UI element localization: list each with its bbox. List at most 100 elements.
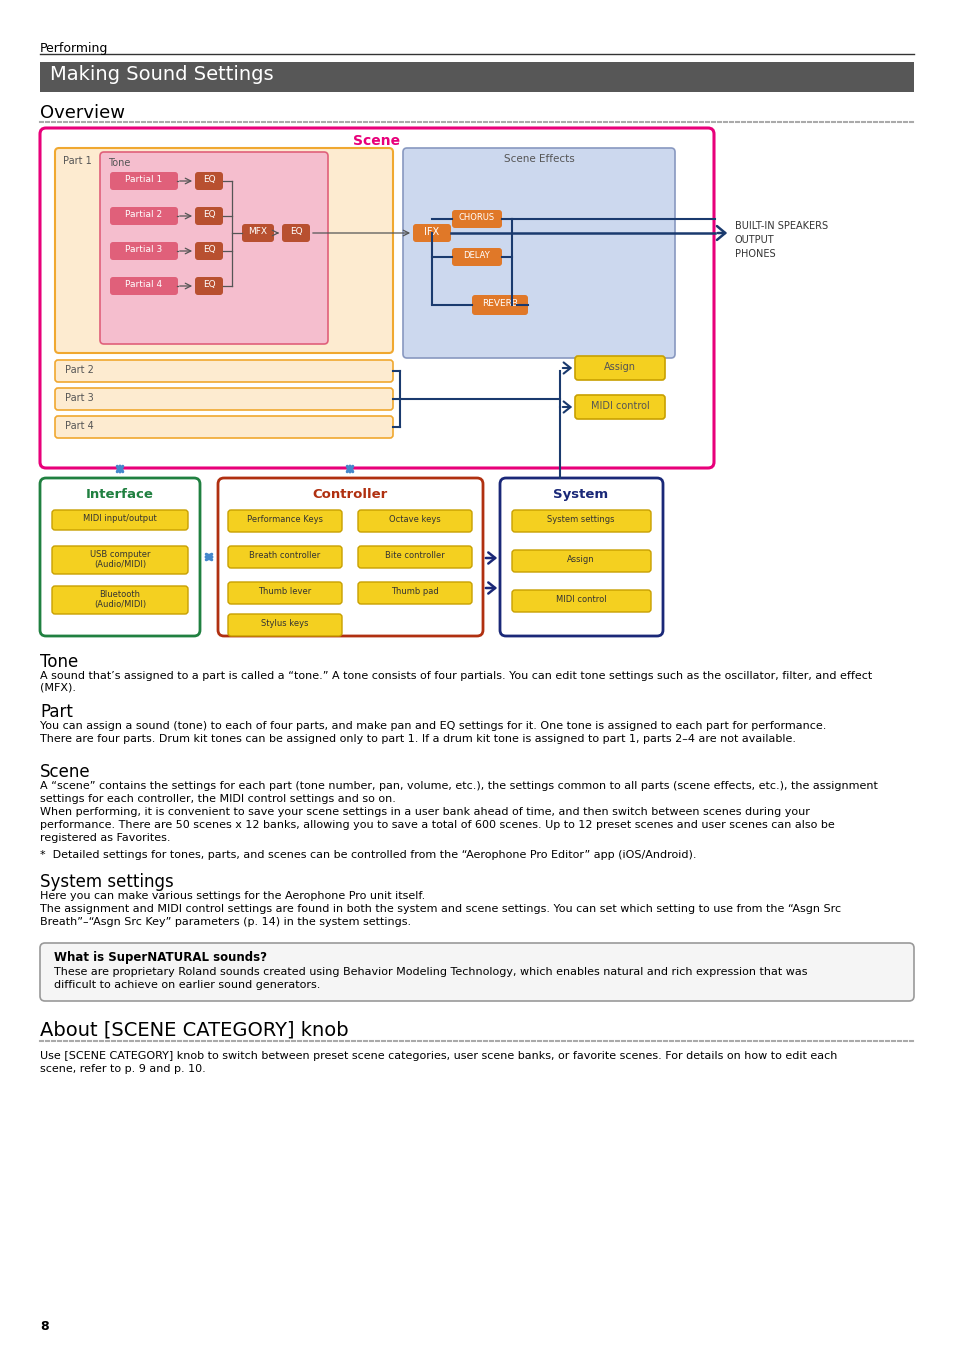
Text: You can assign a sound (tone) to each of four parts, and make pan and EQ setting: You can assign a sound (tone) to each of…: [40, 721, 825, 730]
FancyBboxPatch shape: [40, 944, 913, 1000]
Text: Stylus keys: Stylus keys: [261, 620, 309, 628]
FancyBboxPatch shape: [110, 171, 178, 190]
FancyBboxPatch shape: [512, 590, 650, 612]
FancyBboxPatch shape: [194, 171, 223, 190]
Text: These are proprietary Roland sounds created using Behavior Modeling Technology, : These are proprietary Roland sounds crea…: [54, 967, 806, 977]
FancyBboxPatch shape: [472, 296, 527, 315]
Text: A sound that’s assigned to a part is called a “tone.” A tone consists of four pa: A sound that’s assigned to a part is cal…: [40, 671, 871, 693]
Text: Scene Effects: Scene Effects: [503, 154, 574, 163]
Text: Breath”–“Asgn Src Key” parameters (p. 14) in the system settings.: Breath”–“Asgn Src Key” parameters (p. 14…: [40, 917, 411, 927]
Text: CHORUS: CHORUS: [458, 213, 495, 221]
FancyBboxPatch shape: [194, 242, 223, 261]
FancyBboxPatch shape: [228, 582, 341, 603]
FancyBboxPatch shape: [194, 277, 223, 296]
Text: Part 3: Part 3: [65, 393, 93, 404]
Text: Here you can make various settings for the Aerophone Pro unit itself.: Here you can make various settings for t…: [40, 891, 425, 900]
FancyBboxPatch shape: [575, 356, 664, 379]
Bar: [40, 62, 913, 92]
Text: *  Detailed settings for tones, parts, and scenes can be controlled from the “Ae: * Detailed settings for tones, parts, an…: [40, 850, 696, 860]
Text: performance. There are 50 scenes x 12 banks, allowing you to save a total of 600: performance. There are 50 scenes x 12 ba…: [40, 819, 834, 830]
FancyBboxPatch shape: [413, 224, 451, 242]
Text: PHONES: PHONES: [734, 248, 775, 259]
FancyBboxPatch shape: [282, 224, 310, 242]
FancyBboxPatch shape: [357, 510, 472, 532]
Text: Overview: Overview: [40, 104, 125, 122]
Text: MIDI control: MIDI control: [555, 595, 606, 603]
Text: IFX: IFX: [424, 227, 439, 238]
Text: Thumb pad: Thumb pad: [391, 587, 438, 595]
Text: Partial 4: Partial 4: [125, 279, 162, 289]
FancyBboxPatch shape: [40, 478, 200, 636]
FancyBboxPatch shape: [55, 148, 393, 352]
Text: Part 4: Part 4: [65, 421, 93, 431]
FancyBboxPatch shape: [218, 478, 482, 636]
Text: scene, refer to p. 9 and p. 10.: scene, refer to p. 9 and p. 10.: [40, 1064, 206, 1075]
Text: Interface: Interface: [86, 487, 153, 501]
Text: Use [SCENE CATEGORY] knob to switch between preset scene categories, user scene : Use [SCENE CATEGORY] knob to switch betw…: [40, 1052, 837, 1061]
Text: System settings: System settings: [40, 873, 173, 891]
Text: Assign: Assign: [603, 362, 636, 373]
Text: Part 1: Part 1: [63, 157, 91, 166]
Text: Bluetooth
(Audio/MIDI): Bluetooth (Audio/MIDI): [93, 590, 146, 609]
Text: Assign: Assign: [567, 555, 594, 564]
FancyBboxPatch shape: [452, 211, 501, 228]
FancyBboxPatch shape: [52, 586, 188, 614]
Text: A “scene” contains the settings for each part (tone number, pan, volume, etc.), : A “scene” contains the settings for each…: [40, 782, 877, 791]
Text: About [SCENE CATEGORY] knob: About [SCENE CATEGORY] knob: [40, 1021, 348, 1040]
Text: Partial 3: Partial 3: [125, 244, 162, 254]
FancyBboxPatch shape: [110, 242, 178, 261]
Text: Making Sound Settings: Making Sound Settings: [50, 65, 274, 84]
FancyBboxPatch shape: [499, 478, 662, 636]
Text: MIDI control: MIDI control: [590, 401, 649, 410]
Text: MFX: MFX: [248, 227, 267, 236]
FancyBboxPatch shape: [110, 207, 178, 225]
Text: Breath controller: Breath controller: [249, 551, 320, 560]
FancyBboxPatch shape: [228, 510, 341, 532]
Text: difficult to achieve on earlier sound generators.: difficult to achieve on earlier sound ge…: [54, 980, 320, 990]
FancyBboxPatch shape: [512, 510, 650, 532]
FancyBboxPatch shape: [357, 582, 472, 603]
FancyBboxPatch shape: [55, 416, 393, 437]
Text: Performance Keys: Performance Keys: [247, 514, 323, 524]
FancyBboxPatch shape: [55, 360, 393, 382]
Text: USB computer
(Audio/MIDI): USB computer (Audio/MIDI): [90, 549, 150, 570]
Text: What is SuperNATURAL sounds?: What is SuperNATURAL sounds?: [54, 950, 267, 964]
Text: EQ: EQ: [202, 244, 215, 254]
Text: The assignment and MIDI control settings are found in both the system and scene : The assignment and MIDI control settings…: [40, 904, 841, 914]
FancyBboxPatch shape: [575, 396, 664, 418]
FancyBboxPatch shape: [55, 387, 393, 410]
Text: EQ: EQ: [202, 176, 215, 184]
Text: Part: Part: [40, 703, 72, 721]
Text: Performing: Performing: [40, 42, 109, 55]
Text: EQ: EQ: [202, 211, 215, 219]
FancyBboxPatch shape: [228, 614, 341, 636]
FancyBboxPatch shape: [52, 510, 188, 531]
Text: Thumb lever: Thumb lever: [258, 587, 312, 595]
Text: Tone: Tone: [108, 158, 131, 167]
Text: DELAY: DELAY: [463, 251, 490, 261]
Text: OUTPUT: OUTPUT: [734, 235, 774, 244]
Text: BUILT-IN SPEAKERS: BUILT-IN SPEAKERS: [734, 221, 827, 231]
Text: EQ: EQ: [202, 279, 215, 289]
FancyBboxPatch shape: [52, 545, 188, 574]
FancyBboxPatch shape: [512, 549, 650, 572]
Text: Controller: Controller: [312, 487, 387, 501]
Text: registered as Favorites.: registered as Favorites.: [40, 833, 171, 842]
Text: REVERB: REVERB: [481, 298, 517, 308]
Text: Scene: Scene: [40, 763, 91, 782]
Text: Octave keys: Octave keys: [389, 514, 440, 524]
Text: Tone: Tone: [40, 653, 78, 671]
Text: Partial 1: Partial 1: [125, 176, 162, 184]
Text: MIDI input/output: MIDI input/output: [83, 514, 156, 522]
Text: EQ: EQ: [290, 227, 302, 236]
FancyBboxPatch shape: [100, 153, 328, 344]
Text: There are four parts. Drum kit tones can be assigned only to part 1. If a drum k: There are four parts. Drum kit tones can…: [40, 734, 795, 744]
FancyBboxPatch shape: [452, 248, 501, 266]
Text: Part 2: Part 2: [65, 364, 93, 375]
Text: Bite controller: Bite controller: [385, 551, 444, 560]
Text: Scene: Scene: [353, 134, 400, 148]
FancyBboxPatch shape: [228, 545, 341, 568]
Text: System: System: [553, 487, 608, 501]
Text: When performing, it is convenient to save your scene settings in a user bank ahe: When performing, it is convenient to sav…: [40, 807, 809, 817]
FancyBboxPatch shape: [110, 277, 178, 296]
